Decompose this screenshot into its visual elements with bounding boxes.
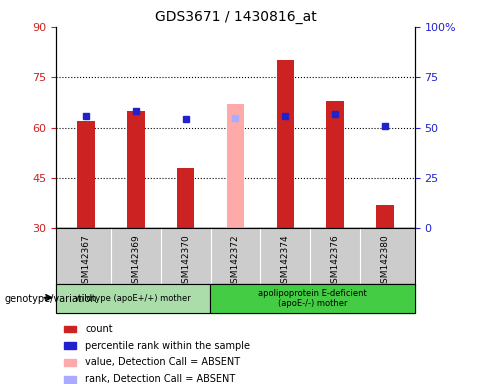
Bar [326, 101, 344, 228]
Bar [64, 359, 76, 366]
Text: GSM142380: GSM142380 [381, 234, 389, 289]
Bar [77, 121, 95, 228]
Text: GSM142369: GSM142369 [131, 234, 141, 289]
Text: percentile rank within the sample: percentile rank within the sample [85, 341, 250, 351]
Text: genotype/variation: genotype/variation [5, 294, 98, 304]
Bar [177, 168, 194, 228]
Text: value, Detection Call = ABSENT: value, Detection Call = ABSENT [85, 358, 240, 367]
Text: rank, Detection Call = ABSENT: rank, Detection Call = ABSENT [85, 374, 235, 384]
Text: count: count [85, 324, 113, 334]
Text: GSM142376: GSM142376 [330, 234, 340, 289]
Bar [64, 376, 76, 382]
Bar [277, 61, 294, 228]
Bar [64, 343, 76, 349]
Title: GDS3671 / 1430816_at: GDS3671 / 1430816_at [155, 10, 316, 25]
Bar [376, 205, 394, 228]
Text: GSM142367: GSM142367 [81, 234, 90, 289]
Text: wildtype (apoE+/+) mother: wildtype (apoE+/+) mother [75, 294, 191, 303]
Bar [227, 104, 244, 228]
Bar [64, 326, 76, 332]
Text: GSM142372: GSM142372 [231, 234, 240, 289]
Bar [210, 284, 415, 313]
Bar [127, 111, 144, 228]
Text: GSM142370: GSM142370 [181, 234, 190, 289]
Text: apolipoprotein E-deficient
(apoE-/-) mother: apolipoprotein E-deficient (apoE-/-) mot… [258, 289, 366, 308]
Text: GSM142374: GSM142374 [281, 234, 290, 289]
Bar [56, 284, 210, 313]
